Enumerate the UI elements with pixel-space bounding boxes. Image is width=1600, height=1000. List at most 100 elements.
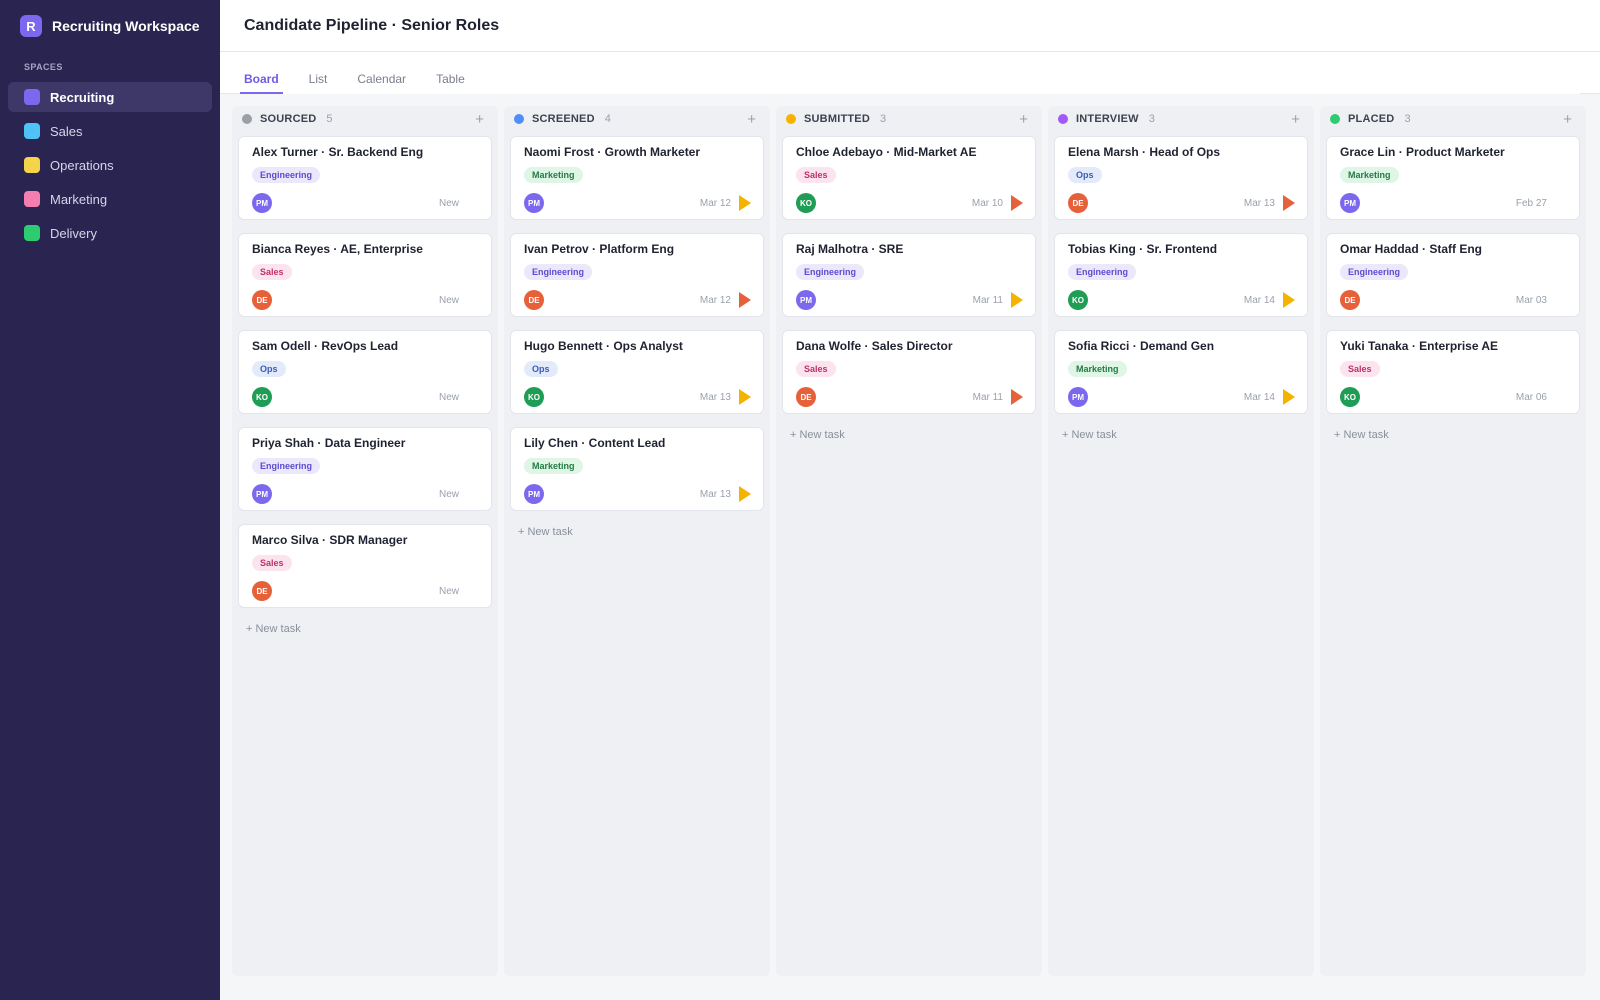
priority-flag-icon[interactable] [1011,195,1023,211]
assignee-avatar[interactable]: PM [796,290,816,310]
due-date: Mar 03 [1515,294,1547,306]
assignee-avatar[interactable]: PM [252,193,272,213]
due-date: Mar 14 [1243,391,1275,403]
priority-flag-icon[interactable] [1011,292,1023,308]
assignee-avatar[interactable]: DE [796,387,816,407]
column-count: 3 [879,113,887,125]
task-card[interactable]: Raj Malhotra · SRE Engineering PM Mar 11 [782,233,1036,317]
task-card[interactable]: Alex Turner · Sr. Backend Eng Engineering… [238,136,492,220]
task-card[interactable]: Elena Marsh · Head of Ops Ops DE Mar 13 [1054,136,1308,220]
assignee-avatar[interactable]: PM [524,484,544,504]
assignee-avatar[interactable]: KO [796,193,816,213]
assignee-avatar[interactable]: DE [252,290,272,310]
task-card[interactable]: Tobias King · Sr. Frontend Engineering KO M… [1054,233,1308,317]
column-count: 5 [326,113,333,125]
tag-badge: Marketing [524,458,583,474]
card-title: Bianca Reyes · AE, Enterprise [252,242,423,256]
card-title: Chloe Adebayo · Mid-Market AE [796,145,977,159]
task-card[interactable]: Hugo Bennett · Ops Analyst Ops KO Mar 13 [510,330,764,414]
task-card[interactable]: Lily Chen · Content Lead Marketing PM Mar 1… [510,427,764,511]
sidebar-item-label: Marketing [50,191,108,207]
plus-icon[interactable]: + [1563,110,1572,128]
task-card[interactable]: Chloe Adebayo · Mid-Market AE Sales KO Mar … [782,136,1036,220]
space-color-icon [24,123,40,139]
priority-flag-icon[interactable] [739,486,751,502]
card-title: Naomi Frost · Growth Marketer [524,145,701,159]
tab-table[interactable]: Table [436,72,465,86]
priority-flag-icon[interactable] [1011,389,1023,405]
priority-flag-icon[interactable] [739,389,751,405]
task-card[interactable]: Grace Lin · Product Marketer Marketing PM F… [1326,136,1580,220]
assignee-avatar[interactable]: DE [1068,193,1088,213]
status-dot-icon [1330,114,1340,124]
assignee-avatar[interactable]: PM [252,484,272,504]
priority-flag-icon[interactable] [1283,292,1295,308]
card-title: Yuki Tanaka · Enterprise AE [1340,339,1499,353]
status-dot-icon [514,114,524,124]
card-title: Tobias King · Sr. Frontend [1068,242,1218,256]
new-task-button[interactable]: + New task [246,623,301,635]
task-card[interactable]: Priya Shah · Data Engineer Engineering PM N… [238,427,492,511]
task-card[interactable]: Omar Haddad · Staff Eng Engineering DE Mar … [1326,233,1580,317]
sidebar-item-sales[interactable]: Sales [8,116,212,146]
plus-icon[interactable]: + [475,110,484,128]
priority-flag-icon[interactable] [739,292,751,308]
page-title: Candidate Pipeline · Senior Roles [244,16,500,34]
status-dot-icon [242,114,252,124]
sidebar-item-recruiting[interactable]: Recruiting [8,82,212,112]
column-count: 3 [1148,113,1155,125]
due-date: New [438,585,459,597]
assignee-avatar[interactable]: DE [524,290,544,310]
sidebar-item-delivery[interactable]: Delivery [8,218,212,248]
assignee-avatar[interactable]: DE [1340,290,1360,310]
assignee-avatar[interactable]: KO [1340,387,1360,407]
page-header: Candidate Pipeline · Senior Roles [220,0,1600,52]
tab-list[interactable]: List [308,72,328,86]
sidebar-item-label: Operations [50,157,114,173]
plus-icon[interactable]: + [1019,110,1028,128]
sidebar-item-operations[interactable]: Operations [8,150,212,180]
column-title: SCREENED [532,113,595,125]
assignee-avatar[interactable]: KO [252,387,272,407]
plus-icon[interactable]: + [747,110,756,128]
tab-calendar[interactable]: Calendar [357,72,407,86]
priority-flag-icon[interactable] [739,195,751,211]
task-card[interactable]: Marco Silva · SDR Manager Sales DE New [238,524,492,608]
card-title: Priya Shah · Data Engineer [252,436,406,450]
new-task-button[interactable]: + New task [790,429,845,441]
plus-icon[interactable]: + [1291,110,1300,128]
card-title: Sam Odell · RevOps Lead [252,339,399,353]
card-footer: PM New [252,193,479,213]
assignee-avatar[interactable]: PM [1340,193,1360,213]
tab-board[interactable]: Board [240,72,283,94]
due-date: Mar 06 [1515,391,1547,403]
task-card[interactable]: Dana Wolfe · Sales Director Sales DE Mar 11 [782,330,1036,414]
new-task-button[interactable]: + New task [518,526,573,538]
card-footer: KO Mar 10 [796,193,1023,213]
due-date: Mar 13 [699,488,731,500]
assignee-avatar[interactable]: DE [252,581,272,601]
tag-badge: Marketing [524,167,583,183]
workspace-header[interactable]: R Recruiting Workspace [0,0,220,52]
task-card[interactable]: Yuki Tanaka · Enterprise AE Sales KO Mar 06 [1326,330,1580,414]
assignee-avatar[interactable]: PM [1068,387,1088,407]
new-task-button[interactable]: + New task [1062,429,1117,441]
assignee-avatar[interactable]: KO [1068,290,1088,310]
priority-flag-icon[interactable] [1283,389,1295,405]
task-card[interactable]: Sofia Ricci · Demand Gen Marketing PM Mar 1… [1054,330,1308,414]
assignee-avatar[interactable]: PM [524,193,544,213]
workspace-logo: R [20,15,42,37]
tag-badge: Engineering [1340,264,1409,280]
due-date: Mar 12 [699,294,731,306]
card-footer: DE New [252,581,479,601]
task-card[interactable]: Bianca Reyes · AE, Enterprise Sales DE New [238,233,492,317]
main-area: Candidate Pipeline · Senior Roles Board L… [220,0,1600,1000]
due-date: Mar 14 [1243,294,1275,306]
task-card[interactable]: Naomi Frost · Growth Marketer Marketing PM… [510,136,764,220]
sidebar-item-marketing[interactable]: Marketing [8,184,212,214]
assignee-avatar[interactable]: KO [524,387,544,407]
task-card[interactable]: Sam Odell · RevOps Lead Ops KO New [238,330,492,414]
priority-flag-icon[interactable] [1283,195,1295,211]
new-task-button[interactable]: + New task [1334,429,1389,441]
task-card[interactable]: Ivan Petrov · Platform Eng Engineering DE M… [510,233,764,317]
